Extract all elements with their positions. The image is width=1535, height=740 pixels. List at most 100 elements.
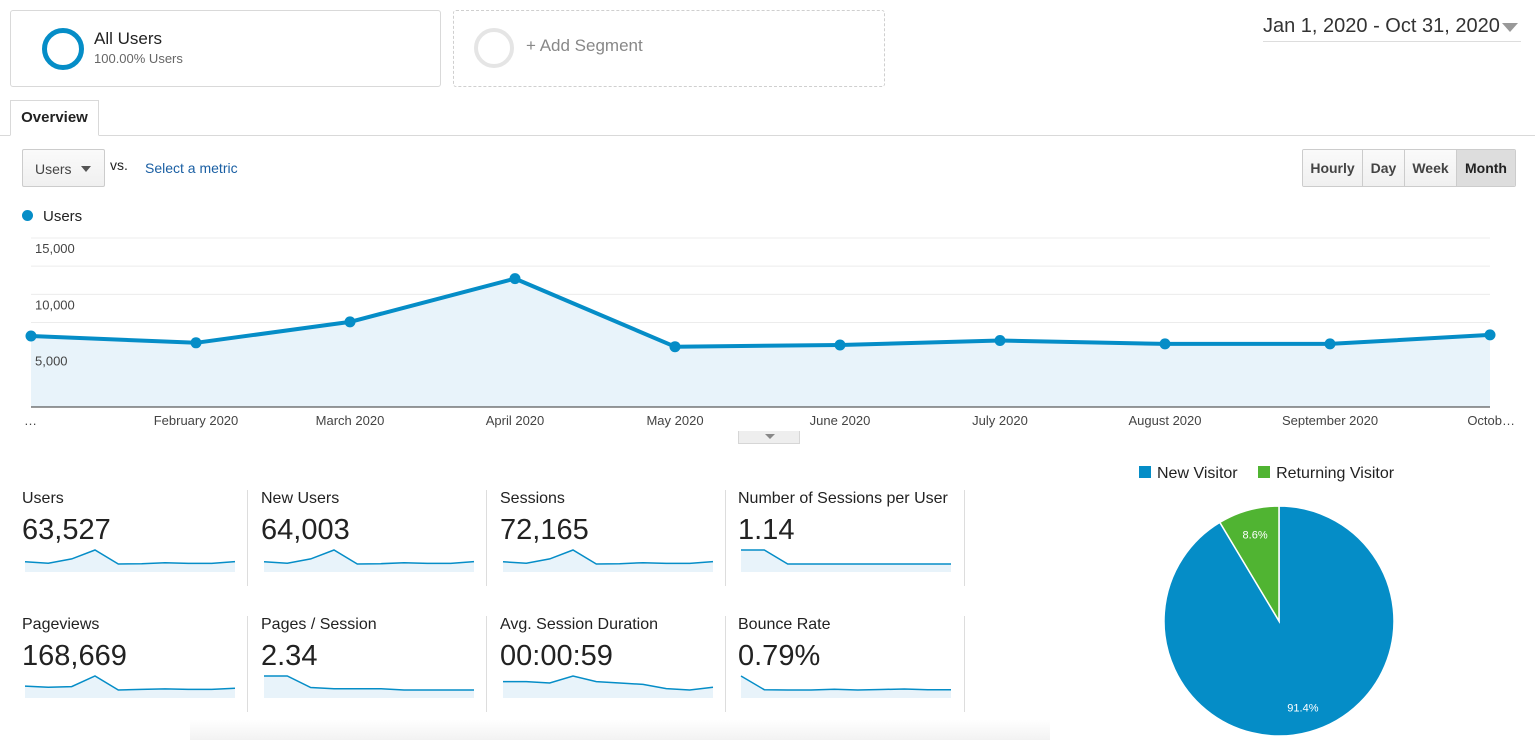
metric-tile[interactable]: Pages / Session 2.34 <box>261 616 475 712</box>
metric-value: 2.34 <box>261 640 318 672</box>
metric-tile[interactable]: Bounce Rate 0.79% <box>738 616 952 712</box>
sparkline-area <box>503 550 713 572</box>
pie-slice-label: 8.6% <box>1243 530 1268 542</box>
metric-tile[interactable]: Pageviews 168,669 <box>22 616 236 712</box>
metric-sparkline <box>24 549 236 572</box>
metric-divider <box>964 616 965 712</box>
metric-value: 64,003 <box>261 514 350 546</box>
metric-label: Number of Sessions per User <box>738 490 948 507</box>
tab-divider <box>0 135 1535 136</box>
metric-tile[interactable]: Users 63,527 <box>22 490 236 586</box>
pie-legend: New Visitor Returning Visitor <box>1139 465 1410 483</box>
metric-label: Pageviews <box>22 616 100 633</box>
sparkline-line <box>263 549 475 565</box>
x-tick-label: April 2020 <box>486 413 545 428</box>
pie-legend-returning-visitor[interactable]: Returning Visitor <box>1258 465 1394 483</box>
metric-sparkline <box>264 675 474 698</box>
x-tick-label: Octob… <box>1467 413 1515 428</box>
metric-value: 1.14 <box>738 514 795 546</box>
segment-all-users[interactable]: All Users 100.00% Users <box>10 10 441 87</box>
metric-value: 168,669 <box>22 640 127 672</box>
metric-divider <box>725 490 726 586</box>
metric-sparkline <box>263 549 475 572</box>
segment-title: All Users <box>94 29 163 48</box>
metric-tile[interactable]: Avg. Session Duration 00:00:59 <box>500 616 714 712</box>
sparkline-area <box>503 676 713 698</box>
x-tick-label: … <box>24 413 37 428</box>
metric-divider <box>486 490 487 586</box>
metric-dropdown-label: Users <box>35 161 72 177</box>
date-range-picker[interactable]: Jan 1, 2020 - Oct 31, 2020 <box>1263 13 1521 42</box>
metric-value: 63,527 <box>22 514 111 546</box>
granularity-month-button[interactable]: Month <box>1457 150 1515 186</box>
pie-legend-new-visitor[interactable]: New Visitor <box>1139 465 1238 483</box>
legend-swatch <box>1258 465 1271 478</box>
users-point[interactable] <box>1324 338 1336 350</box>
users-line-chart: 15,000 10,000 5,000 … February 2020 March 202… <box>24 237 1515 428</box>
granularity-day-button[interactable]: Day <box>1363 150 1405 186</box>
granularity-week-button[interactable]: Week <box>1405 150 1457 186</box>
sparkline-area <box>264 550 474 572</box>
metric-sparkline <box>741 549 951 572</box>
sparkline-area <box>25 676 235 698</box>
x-tick-label: July 2020 <box>972 413 1028 428</box>
vs-label: vs. <box>110 157 128 173</box>
users-line <box>30 276 1491 349</box>
users-point[interactable] <box>834 339 846 351</box>
users-point[interactable] <box>190 337 202 349</box>
granularity-hourly-button[interactable]: Hourly <box>1303 150 1363 186</box>
legend-swatch <box>22 209 33 221</box>
metric-tile[interactable]: Sessions 72,165 <box>500 490 714 586</box>
metric-dropdown[interactable]: Users <box>22 149 105 187</box>
visitor-type-pie-chart: 91.4% 8.6% <box>1163 505 1395 737</box>
legend-swatch <box>1139 465 1151 478</box>
metric-label: Sessions <box>500 490 565 507</box>
pie-legend-label: New Visitor <box>1157 465 1238 482</box>
users-point[interactable] <box>1159 338 1171 350</box>
metric-sparkline <box>24 675 236 698</box>
x-tick-label: March 2020 <box>316 413 385 428</box>
x-tick-label: August 2020 <box>1128 413 1201 428</box>
pie-slice[interactable] <box>1218 505 1280 624</box>
sparkline-line <box>502 549 714 565</box>
sparkline-area <box>25 550 235 572</box>
y-tick-label: 5,000 <box>35 354 68 369</box>
sparkline-line <box>24 675 236 691</box>
chevron-down-icon <box>1502 23 1518 32</box>
tab-overview[interactable]: Overview <box>10 100 99 136</box>
sparkline-area <box>264 676 474 698</box>
select-metric-link[interactable]: Select a metric <box>145 160 238 176</box>
metric-label: Users <box>22 490 64 507</box>
sparkline-area <box>741 676 951 698</box>
granularity-toggle: Hourly Day Week Month <box>1302 149 1516 187</box>
metric-sparkline <box>503 675 714 698</box>
users-point[interactable] <box>25 330 37 342</box>
metric-sparkline <box>740 675 951 698</box>
caret-down-icon <box>765 434 775 439</box>
users-point[interactable] <box>994 335 1006 346</box>
users-point[interactable] <box>1484 329 1496 341</box>
users-point[interactable] <box>344 316 356 328</box>
metric-label: Avg. Session Duration <box>500 616 659 633</box>
segment-ring-icon <box>42 28 84 70</box>
empty-segment-ring-icon <box>474 28 514 68</box>
metric-tile[interactable]: New Users 64,003 <box>261 490 475 586</box>
caret-down-icon <box>81 166 91 172</box>
add-segment-button[interactable]: + Add Segment <box>453 10 885 87</box>
x-tick-label: February 2020 <box>154 413 239 428</box>
metric-label: Bounce Rate <box>738 616 831 633</box>
users-point[interactable] <box>669 341 681 353</box>
chart-collapse-toggle[interactable] <box>738 431 800 444</box>
x-tick-label: June 2020 <box>810 413 871 428</box>
sparkline-line <box>24 549 236 565</box>
metric-divider <box>247 616 248 712</box>
pie-slice[interactable] <box>1163 505 1395 737</box>
y-tick-label: 15,000 <box>35 241 75 256</box>
date-range-text: Jan 1, 2020 - Oct 31, 2020 <box>1263 15 1500 37</box>
legend-users-label: Users <box>43 208 83 225</box>
metric-label: Pages / Session <box>261 616 377 633</box>
users-point[interactable] <box>509 273 521 285</box>
metric-tile[interactable]: Number of Sessions per User 1.14 <box>738 490 952 586</box>
metric-label: New Users <box>261 490 340 507</box>
pie-slice-label: 91.4% <box>1287 702 1318 714</box>
